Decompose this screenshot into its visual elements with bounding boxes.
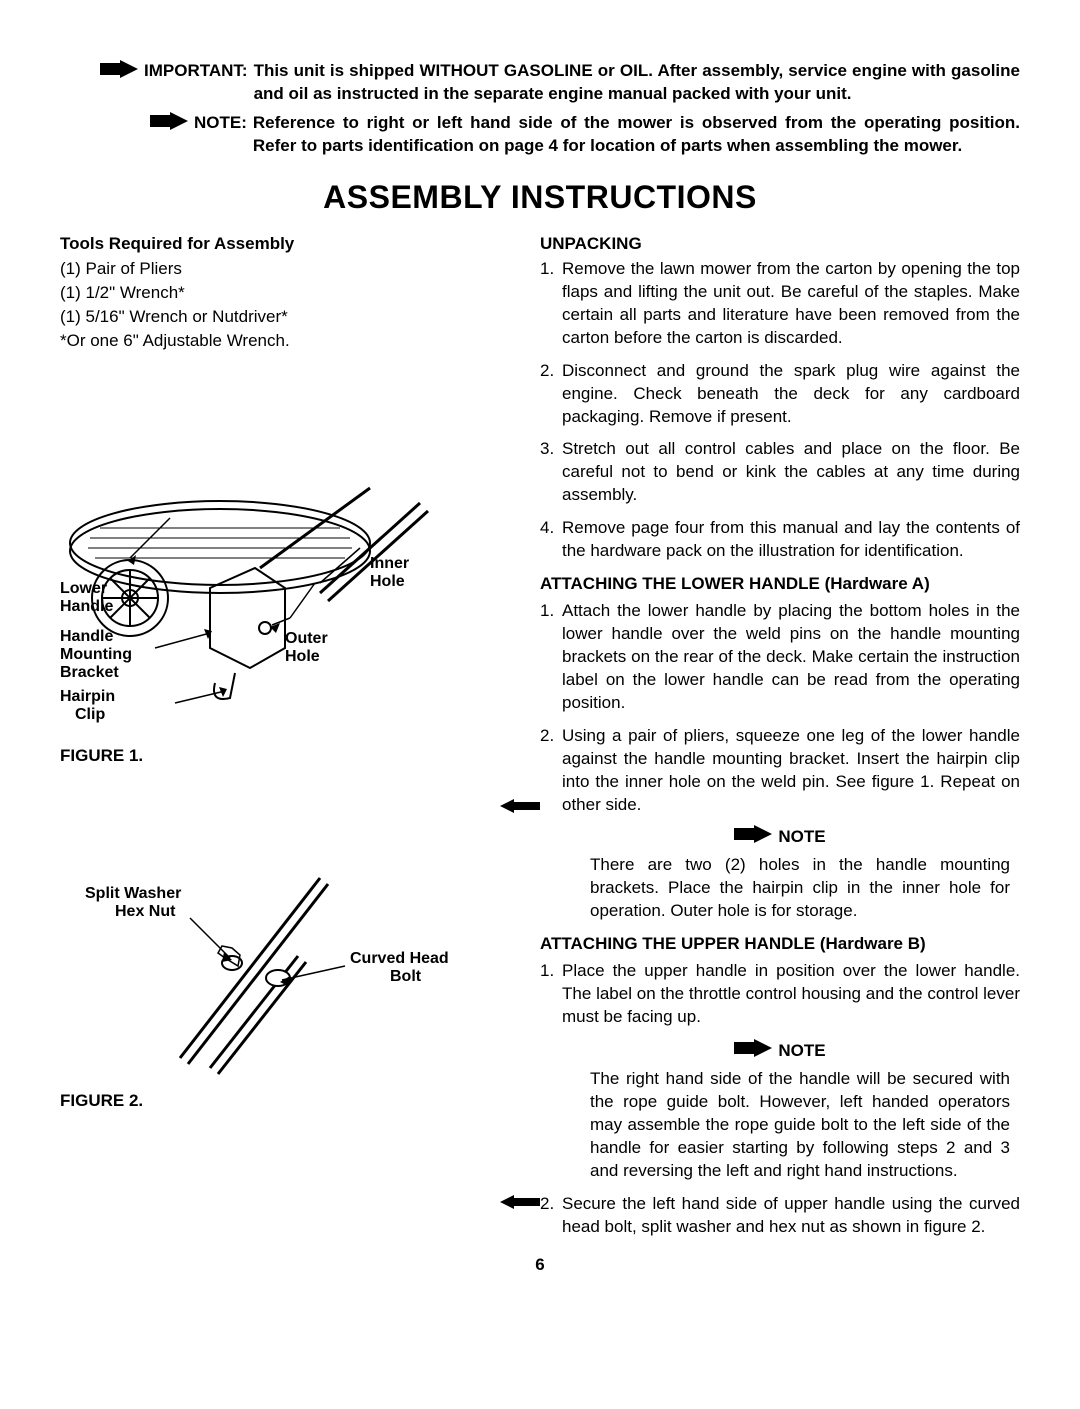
important-label: IMPORTANT: bbox=[144, 60, 248, 106]
svg-text:Hole: Hole bbox=[370, 573, 405, 590]
left-column: Tools Required for Assembly (1) Pair of … bbox=[60, 233, 500, 1239]
list-item: 2. Secure the left hand side of upper ha… bbox=[540, 1193, 1020, 1239]
figure-2-caption: FIGURE 2. bbox=[60, 1090, 500, 1113]
note-row: NOTE bbox=[540, 1039, 1020, 1064]
important-callout: IMPORTANT: This unit is shipped WITHOUT … bbox=[100, 60, 1020, 106]
svg-text:Mounting: Mounting bbox=[60, 646, 132, 663]
svg-text:Hairpin: Hairpin bbox=[60, 688, 115, 705]
svg-text:Hole: Hole bbox=[285, 648, 320, 665]
page-title: ASSEMBLY INSTRUCTIONS bbox=[60, 176, 1020, 219]
figure-2-svg: Split Washer Hex Nut Curved Head Bolt bbox=[60, 858, 480, 1078]
svg-text:Clip: Clip bbox=[75, 706, 105, 723]
tools-list: (1) Pair of Pliers (1) 1/2" Wrench* (1) … bbox=[60, 258, 500, 329]
svg-text:Hex Nut: Hex Nut bbox=[115, 903, 176, 920]
figure-1-caption: FIGURE 1. bbox=[60, 745, 500, 768]
note-label: NOTE: bbox=[194, 112, 247, 158]
svg-text:Bolt: Bolt bbox=[390, 968, 422, 985]
note-label: NOTE bbox=[778, 826, 825, 849]
svg-text:Curved Head: Curved Head bbox=[350, 950, 449, 967]
upper-handle-header: ATTACHING THE UPPER HANDLE (Hardware B) bbox=[540, 933, 1020, 956]
tool-item: (1) 5/16" Wrench or Nutdriver* bbox=[60, 306, 500, 329]
note-text: Reference to right or left hand side of … bbox=[253, 112, 1020, 158]
note-row: NOTE bbox=[540, 825, 1020, 850]
list-item: 1.Place the upper handle in position ove… bbox=[540, 960, 1020, 1029]
arrow-right-icon bbox=[734, 1039, 772, 1064]
lower-handle-header: ATTACHING THE LOWER HANDLE (Hardware A) bbox=[540, 573, 1020, 596]
svg-text:Lower: Lower bbox=[60, 580, 107, 597]
list-item: 2.Using a pair of pliers, squeeze one le… bbox=[540, 725, 1020, 817]
arrow-right-icon bbox=[150, 112, 188, 158]
tool-item: (1) Pair of Pliers bbox=[60, 258, 500, 281]
svg-text:Bracket: Bracket bbox=[60, 664, 119, 681]
list-item: 4.Remove page four from this manual and … bbox=[540, 517, 1020, 563]
figure-1-svg: Lower Handle Handle Mounting Bracket Hai… bbox=[60, 473, 480, 733]
arrow-right-icon bbox=[100, 60, 138, 106]
unpacking-header: UNPACKING bbox=[540, 233, 1020, 256]
svg-text:Handle: Handle bbox=[60, 628, 113, 645]
important-text: This unit is shipped WITHOUT GASOLINE or… bbox=[254, 60, 1020, 106]
upper-handle-note: The right hand side of the handle will b… bbox=[590, 1068, 1010, 1183]
svg-text:Handle: Handle bbox=[60, 598, 113, 615]
tools-header: Tools Required for Assembly bbox=[60, 233, 500, 256]
note-callout: NOTE: Reference to right or left hand si… bbox=[150, 112, 1020, 158]
tools-footnote: *Or one 6" Adjustable Wrench. bbox=[60, 330, 500, 353]
lower-handle-list: 1.Attach the lower handle by placing the… bbox=[540, 600, 1020, 816]
svg-text:Inner: Inner bbox=[370, 555, 409, 572]
arrow-left-icon bbox=[500, 1193, 540, 1239]
tool-item: (1) 1/2" Wrench* bbox=[60, 282, 500, 305]
list-item: 1.Attach the lower handle by placing the… bbox=[540, 600, 1020, 715]
upper-handle-list: 1.Place the upper handle in position ove… bbox=[540, 960, 1020, 1029]
svg-text:Outer: Outer bbox=[285, 630, 328, 647]
lower-handle-note: There are two (2) holes in the handle mo… bbox=[590, 854, 1010, 923]
svg-text:Split Washer: Split Washer bbox=[85, 885, 181, 902]
figure-1: Lower Handle Handle Mounting Bracket Hai… bbox=[60, 473, 500, 768]
list-item: 3.Stretch out all control cables and pla… bbox=[540, 438, 1020, 507]
figure-2: Split Washer Hex Nut Curved Head Bolt FI… bbox=[60, 858, 500, 1113]
arrow-right-icon bbox=[734, 825, 772, 850]
note-label: NOTE bbox=[778, 1040, 825, 1063]
list-item: 1.Remove the lawn mower from the carton … bbox=[540, 258, 1020, 350]
list-item: 2.Disconnect and ground the spark plug w… bbox=[540, 360, 1020, 429]
unpacking-list: 1.Remove the lawn mower from the carton … bbox=[540, 258, 1020, 563]
page-number: 6 bbox=[60, 1254, 1020, 1277]
right-column: UNPACKING 1.Remove the lawn mower from t… bbox=[540, 233, 1020, 1239]
